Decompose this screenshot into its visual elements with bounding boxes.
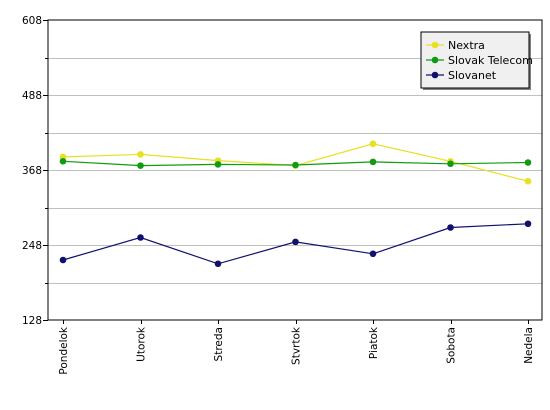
legend-label: Slovak Telecom xyxy=(448,54,533,67)
data-point xyxy=(369,158,377,166)
data-point xyxy=(369,250,377,258)
data-point xyxy=(137,234,144,241)
x-tick-label: Streda xyxy=(213,327,225,361)
x-tick-label: Stvrtok xyxy=(291,326,303,365)
legend-box xyxy=(420,31,530,89)
y-tick-label: 488 xyxy=(22,90,42,102)
x-axis: Pondelok Utorok Streda Stvrtok Piatok Sobota N… xyxy=(58,320,535,375)
legend-swatch-marker xyxy=(431,41,439,49)
series-slovak-telecom xyxy=(59,157,532,169)
data-point xyxy=(292,238,299,246)
legend-item: Nextra xyxy=(426,39,485,52)
x-tick-label: Nedela xyxy=(523,327,535,364)
legend-item: Slovanet xyxy=(426,69,497,82)
y-tick-label: 368 xyxy=(22,165,42,177)
x-tick-label: Utorok xyxy=(136,326,148,362)
y-tick-label: 608 xyxy=(22,15,42,27)
data-point xyxy=(292,161,299,169)
data-point xyxy=(524,159,532,166)
y-tick-label: 128 xyxy=(22,315,42,327)
legend-swatch-marker xyxy=(431,71,439,79)
series-slovanet xyxy=(59,220,532,268)
data-point xyxy=(137,151,144,158)
grid-lines xyxy=(48,58,542,284)
legend: Nextra Slovak Telecom Slovanet xyxy=(420,31,533,90)
legend-item: Slovak Telecom xyxy=(426,54,533,67)
data-point xyxy=(447,224,454,231)
y-axis: 128 248 368 488 608 xyxy=(22,15,48,327)
x-tick-label: Pondelok xyxy=(58,326,70,375)
x-tick-label: Sobota xyxy=(446,327,458,364)
legend-label: Slovanet xyxy=(448,69,497,82)
series-lines xyxy=(59,140,532,268)
data-point xyxy=(59,157,67,165)
y-tick-label: 248 xyxy=(22,240,42,252)
data-point xyxy=(214,260,222,268)
data-point xyxy=(524,220,532,228)
data-point xyxy=(59,256,67,264)
legend-swatch-marker xyxy=(431,56,439,64)
legend-label: Nextra xyxy=(448,39,485,52)
data-point xyxy=(524,177,532,185)
data-point xyxy=(369,140,377,148)
data-point xyxy=(137,162,144,169)
x-tick-label: Piatok xyxy=(368,326,380,359)
data-point xyxy=(447,160,454,168)
data-point xyxy=(214,161,222,168)
